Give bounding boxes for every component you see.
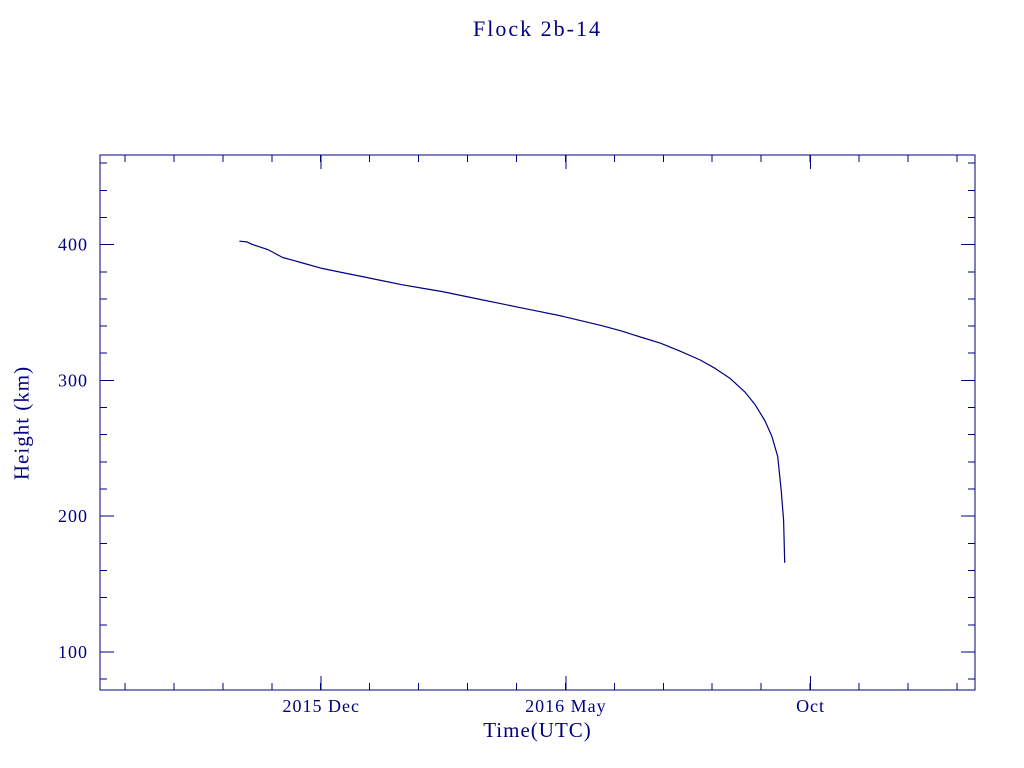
y-tick-label: 200 [58, 506, 88, 526]
y-tick-label: 300 [58, 370, 88, 390]
x-tick-label: 2015 Dec [282, 696, 359, 716]
x-tick-label: Oct [796, 696, 825, 716]
decay-curve [239, 240, 786, 564]
plot-frame [99, 154, 976, 691]
y-tick-label: 400 [58, 235, 88, 255]
x-axis-label: Time(UTC) [483, 718, 592, 742]
x-tick-label: 2016 May [525, 696, 607, 716]
chart-title: Flock 2b-14 [473, 16, 602, 41]
y-tick-label: 100 [58, 642, 88, 662]
